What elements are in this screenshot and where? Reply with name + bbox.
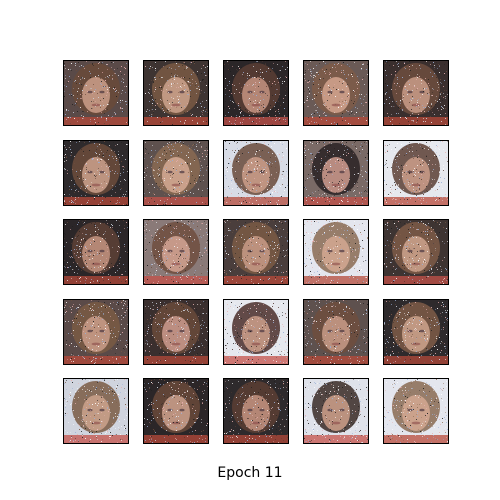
generated-face-sample [63,219,129,285]
generated-face-sample [143,378,209,444]
generated-face-sample [63,140,129,206]
generated-face-sample [143,219,209,285]
generated-face-sample [383,299,449,365]
generated-face-sample [223,219,289,285]
generated-face-sample [303,299,369,365]
generated-face-sample [303,140,369,206]
generated-face-sample [223,60,289,126]
generated-face-sample [383,219,449,285]
generated-face-sample [383,140,449,206]
generated-face-sample [63,299,129,365]
generated-face-sample [303,60,369,126]
generated-face-sample [63,60,129,126]
generated-face-sample [303,378,369,444]
generated-face-sample [383,60,449,126]
generated-face-sample [303,219,369,285]
generated-face-sample [63,378,129,444]
generated-face-sample [143,140,209,206]
generated-face-sample [143,60,209,126]
generated-face-sample [223,140,289,206]
generated-face-sample [143,299,209,365]
generated-face-sample [223,378,289,444]
generated-face-sample [383,378,449,444]
generated-face-sample [223,299,289,365]
epoch-caption: Epoch 11 [217,465,283,481]
